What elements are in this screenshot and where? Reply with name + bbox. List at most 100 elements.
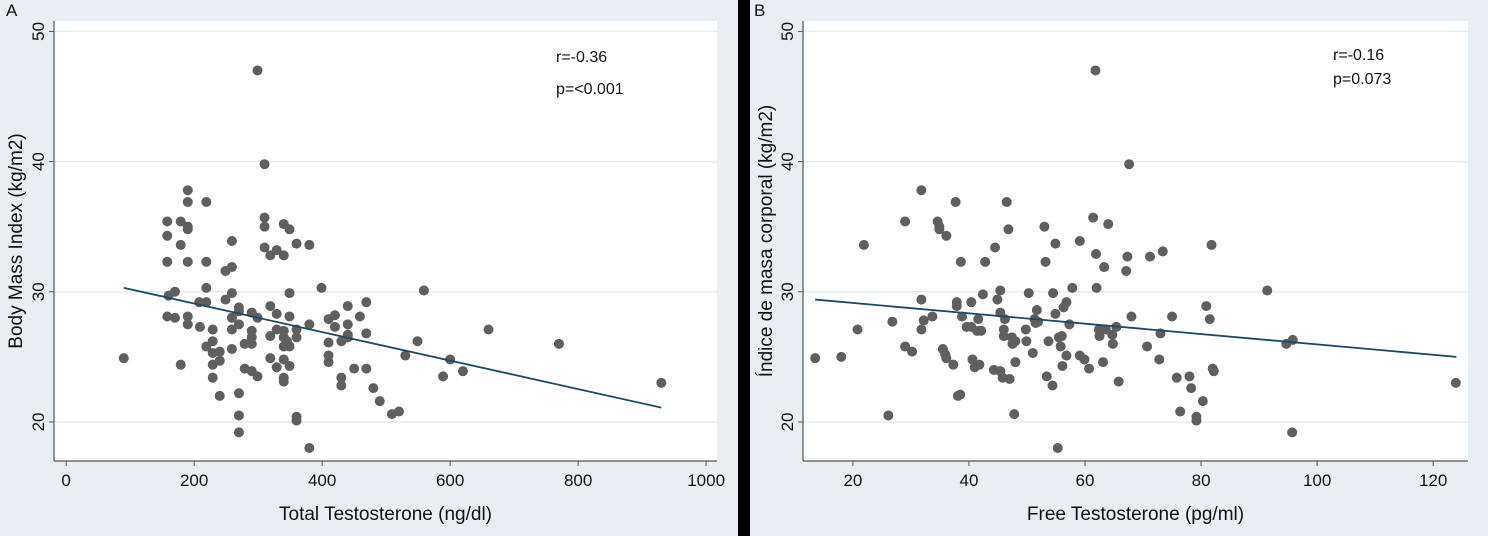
data-point — [284, 288, 295, 299]
data-point — [284, 311, 295, 322]
data-point — [934, 224, 945, 235]
data-point — [259, 159, 270, 170]
data-point — [1098, 357, 1109, 368]
x-tick-label: 120 — [1419, 471, 1447, 490]
panel-divider — [738, 0, 750, 536]
y-tick-label: 30 — [778, 282, 797, 301]
data-point — [284, 360, 295, 371]
data-point — [214, 390, 225, 401]
data-point — [1050, 308, 1061, 319]
data-point — [278, 354, 289, 365]
data-point — [1023, 288, 1034, 299]
data-point — [955, 256, 966, 267]
y-axis-title: Body Mass Index (kg/m2) — [6, 133, 27, 348]
data-point — [329, 321, 340, 332]
x-tick-label: 200 — [180, 471, 208, 490]
data-point — [1262, 285, 1273, 296]
data-point — [1175, 406, 1186, 417]
data-point — [1064, 319, 1075, 330]
plot-area — [54, 21, 717, 461]
data-point — [553, 338, 564, 349]
p-value-annotation: p=0.073 — [1333, 71, 1391, 88]
r-value-annotation: r=-0.36 — [556, 49, 607, 66]
data-point — [368, 383, 379, 394]
data-point — [304, 239, 315, 250]
data-point — [941, 230, 952, 241]
data-point — [1090, 65, 1101, 76]
data-point — [201, 196, 212, 207]
data-point — [361, 297, 372, 308]
data-point — [1003, 224, 1014, 235]
data-point — [1088, 212, 1099, 223]
data-point — [284, 224, 295, 235]
data-point — [1057, 360, 1068, 371]
data-point — [291, 238, 302, 249]
data-point — [246, 338, 257, 349]
data-point — [336, 372, 347, 383]
data-point — [233, 388, 244, 399]
data-point — [1027, 347, 1038, 358]
data-point — [995, 285, 1006, 296]
y-tick-label: 20 — [29, 412, 48, 431]
data-point — [1033, 316, 1044, 327]
data-point — [1167, 311, 1178, 322]
data-point — [858, 239, 869, 250]
fit-line — [815, 298, 1457, 358]
y-tick-label: 50 — [29, 22, 48, 41]
data-point — [1010, 357, 1021, 368]
data-point — [976, 325, 987, 336]
data-point — [1074, 236, 1085, 246]
data-point — [998, 331, 1009, 342]
data-point — [1020, 324, 1031, 335]
data-point — [259, 221, 270, 232]
data-point — [214, 346, 225, 357]
data-point — [1091, 249, 1102, 260]
data-point — [1184, 371, 1195, 382]
data-point — [226, 324, 237, 335]
data-point — [836, 351, 847, 362]
data-point — [950, 196, 961, 207]
x-tick-label: 800 — [564, 471, 592, 490]
data-point — [1031, 304, 1042, 315]
data-point — [457, 366, 468, 377]
data-point — [1094, 331, 1105, 342]
data-point — [883, 410, 894, 421]
data-point — [316, 282, 327, 293]
data-point — [207, 336, 218, 347]
data-point — [226, 344, 237, 355]
data-point — [201, 282, 212, 293]
data-point — [1124, 159, 1135, 170]
data-point — [918, 315, 929, 326]
data-point — [1099, 262, 1110, 273]
data-point — [118, 353, 129, 364]
data-point — [948, 359, 959, 370]
data-point — [265, 301, 276, 312]
panel-label: A — [6, 1, 18, 20]
data-point — [265, 331, 276, 342]
x-tick-label: 60 — [1076, 471, 1095, 490]
data-point — [1450, 377, 1461, 388]
data-point — [265, 353, 276, 364]
data-point — [1201, 301, 1212, 312]
data-point — [291, 415, 302, 426]
data-point — [418, 285, 429, 296]
x-tick-label: 1000 — [687, 471, 725, 490]
data-point — [916, 185, 927, 196]
data-point — [1171, 372, 1182, 383]
data-point — [1197, 396, 1208, 407]
data-point — [973, 314, 984, 325]
data-point — [967, 354, 978, 365]
data-point — [1208, 366, 1219, 377]
data-point — [810, 353, 821, 364]
data-point — [175, 216, 186, 227]
x-tick-label: 40 — [959, 471, 978, 490]
data-point — [162, 216, 173, 227]
data-point — [304, 319, 315, 330]
data-point — [977, 289, 988, 300]
data-point — [233, 410, 244, 421]
data-point — [226, 288, 237, 299]
data-point — [1122, 251, 1133, 262]
data-point — [323, 337, 334, 348]
data-point — [281, 336, 292, 347]
